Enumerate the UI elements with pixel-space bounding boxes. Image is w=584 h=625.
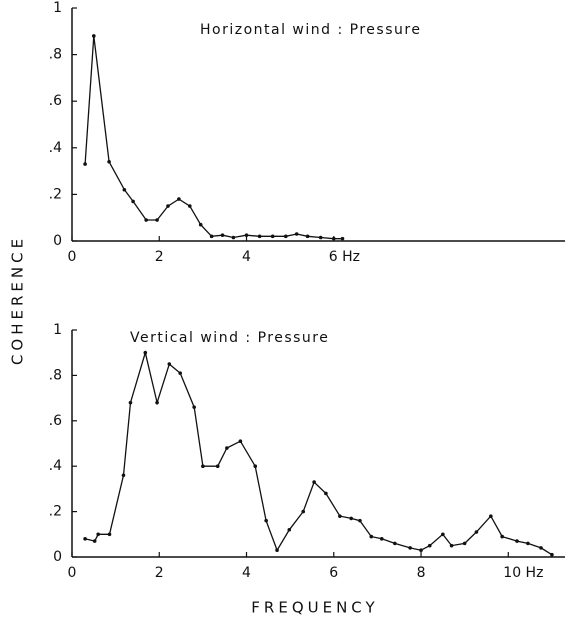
y-tick-label: 1	[53, 0, 62, 16]
data-point	[144, 218, 148, 222]
data-point	[122, 187, 127, 192]
data-point	[253, 464, 258, 469]
data-point	[526, 541, 530, 546]
data-point	[198, 222, 203, 227]
x-tick-label: 4	[242, 565, 251, 581]
y-tick-label: 0	[53, 549, 62, 565]
data-point	[92, 539, 97, 543]
y-tick-label: .2	[49, 504, 62, 520]
data-point	[358, 518, 362, 523]
data-point	[96, 532, 100, 537]
data-point	[201, 464, 205, 469]
data-point	[393, 541, 397, 546]
data-point	[238, 439, 243, 444]
chart-title: Horizontal wind : Pressure	[200, 22, 421, 38]
data-point	[324, 491, 328, 496]
data-point	[312, 480, 316, 484]
data-point	[225, 446, 229, 450]
y-tick-label: .4	[49, 458, 62, 474]
data-point	[283, 234, 288, 239]
data-point	[192, 405, 196, 409]
data-point	[209, 234, 214, 239]
x-tick-label: 4	[242, 249, 251, 265]
data-point	[305, 234, 310, 239]
data-point	[121, 473, 126, 478]
y-tick-label: .6	[49, 93, 62, 109]
data-point	[318, 235, 323, 240]
data-point	[264, 518, 268, 523]
data-point	[177, 197, 181, 201]
y-axis-label: COHERENCE	[9, 235, 27, 365]
data-point	[83, 537, 87, 541]
data-point	[92, 34, 96, 38]
data-point	[270, 234, 275, 239]
y-tick-label: 1	[53, 322, 62, 338]
data-point	[275, 548, 279, 552]
data-point	[474, 530, 479, 534]
data-point	[462, 541, 467, 546]
data-point	[128, 400, 133, 405]
x-tick-label: 6	[329, 565, 338, 581]
x-tick-label: 2	[155, 249, 164, 265]
data-point	[301, 509, 306, 514]
data-point	[500, 534, 504, 539]
data-point	[107, 159, 111, 164]
data-point	[539, 546, 543, 550]
data-point	[131, 199, 135, 204]
data-point	[155, 218, 159, 222]
x-tick-label: 10 Hz	[503, 565, 543, 581]
data-point	[166, 204, 170, 208]
y-tick-label: 0	[53, 233, 62, 249]
data-point	[369, 534, 374, 539]
data-point	[220, 233, 225, 237]
data-point	[155, 400, 159, 405]
data-point	[379, 537, 384, 541]
data-point	[349, 516, 354, 521]
data-point	[408, 546, 412, 550]
data-point	[449, 543, 454, 548]
data-point	[441, 532, 445, 537]
y-tick-label: .4	[49, 140, 62, 156]
data-point	[178, 371, 182, 375]
x-tick-label: 0	[68, 565, 77, 581]
data-point	[143, 350, 148, 355]
data-point	[550, 552, 554, 557]
x-tick-label: 8	[417, 565, 426, 581]
y-tick-label: .8	[49, 47, 62, 63]
data-line	[84, 35, 343, 240]
x-axis-label: FREQUENCY	[251, 599, 378, 617]
data-point	[257, 234, 262, 239]
x-tick-label: 0	[68, 249, 77, 265]
data-point	[83, 162, 87, 166]
y-tick-label: .2	[49, 186, 62, 202]
data-line	[84, 350, 553, 556]
chart-title: Vertical wind : Pressure	[130, 330, 329, 346]
data-point	[419, 548, 423, 552]
data-point	[294, 232, 299, 236]
data-point	[187, 204, 192, 208]
x-tick-label: 2	[155, 565, 164, 581]
x-tick-label: 6 Hz	[329, 249, 360, 265]
data-point	[244, 233, 249, 237]
data-point	[231, 235, 236, 240]
data-point	[331, 236, 336, 241]
data-point	[167, 362, 172, 366]
y-tick-label: .8	[49, 367, 62, 383]
data-point	[515, 539, 519, 543]
data-point	[215, 464, 220, 469]
data-point	[427, 543, 432, 548]
data-point	[338, 514, 342, 518]
data-point	[287, 527, 292, 532]
data-point	[340, 236, 345, 241]
data-point	[107, 532, 112, 537]
data-point	[489, 514, 493, 518]
y-tick-label: .6	[49, 413, 62, 429]
